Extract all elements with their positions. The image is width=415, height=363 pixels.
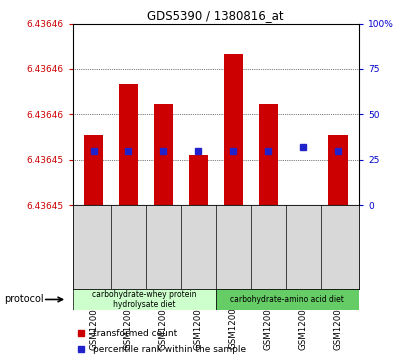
Text: percentile rank within the sample: percentile rank within the sample xyxy=(93,345,246,354)
Bar xyxy=(154,104,173,205)
Text: protocol: protocol xyxy=(4,294,44,305)
Bar xyxy=(328,135,348,205)
Text: carbohydrate-whey protein
hydrolysate diet: carbohydrate-whey protein hydrolysate di… xyxy=(92,290,196,309)
Bar xyxy=(119,84,138,205)
Bar xyxy=(293,205,313,215)
Title: GDS5390 / 1380816_at: GDS5390 / 1380816_at xyxy=(147,9,284,23)
Bar xyxy=(259,104,278,205)
Bar xyxy=(84,135,103,205)
Bar xyxy=(189,155,208,205)
Text: carbohydrate-amino acid diet: carbohydrate-amino acid diet xyxy=(230,295,344,304)
Bar xyxy=(216,289,359,310)
Bar xyxy=(73,289,216,310)
Text: transformed count: transformed count xyxy=(93,329,177,338)
Bar xyxy=(224,54,243,205)
